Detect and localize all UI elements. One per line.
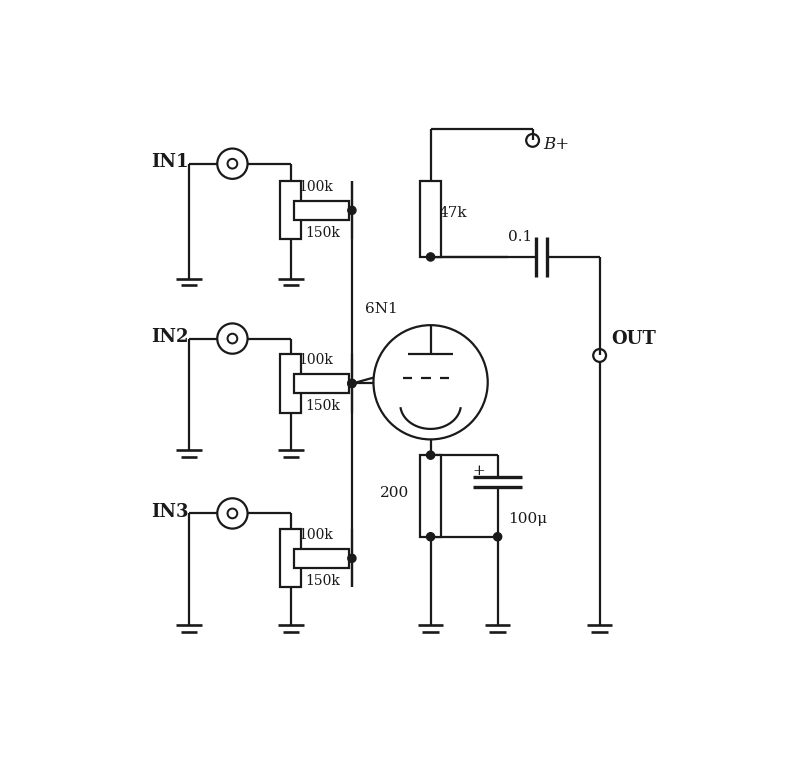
Text: IN2: IN2 [151, 328, 189, 346]
Circle shape [348, 379, 356, 388]
Bar [280, 354, 301, 413]
Text: 100k: 100k [298, 528, 333, 542]
Circle shape [494, 533, 502, 540]
Text: 100μ: 100μ [508, 512, 548, 526]
Circle shape [348, 554, 356, 562]
Text: +: + [472, 464, 484, 478]
Bar [294, 201, 349, 220]
Bar [294, 549, 349, 568]
Text: 100k: 100k [298, 180, 333, 194]
Bar [280, 529, 301, 587]
Circle shape [427, 253, 435, 261]
Circle shape [427, 451, 435, 459]
Circle shape [348, 379, 356, 388]
Text: IN1: IN1 [151, 153, 189, 171]
Bar [420, 181, 441, 257]
Circle shape [427, 533, 435, 540]
Text: 150k: 150k [305, 574, 340, 588]
Text: 6N1: 6N1 [365, 303, 398, 316]
Text: OUT: OUT [611, 329, 656, 347]
Text: 100k: 100k [298, 353, 333, 367]
Text: 150k: 150k [305, 226, 340, 240]
Bar [420, 455, 441, 537]
Text: B+: B+ [543, 136, 569, 153]
Bar [294, 374, 349, 393]
Text: 200: 200 [380, 486, 409, 500]
Text: 150k: 150k [305, 399, 340, 413]
Circle shape [348, 206, 356, 214]
Text: 47k: 47k [438, 206, 467, 220]
Text: IN3: IN3 [151, 503, 189, 521]
Bar [280, 181, 301, 239]
Text: 0.1: 0.1 [507, 229, 532, 244]
